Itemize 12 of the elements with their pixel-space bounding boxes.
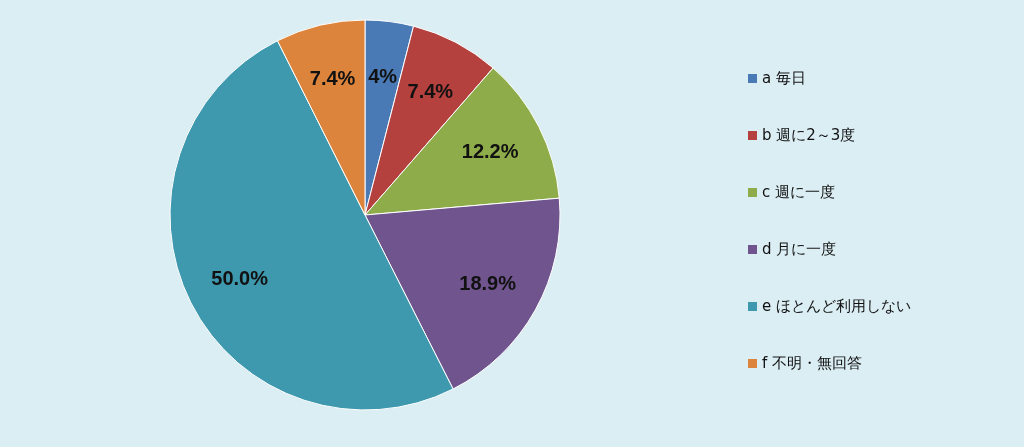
data-label: 18.9%	[459, 272, 517, 295]
legend-label: c 週に一度	[762, 183, 836, 201]
data-label: 50.0%	[211, 267, 269, 290]
data-label: 7.4%	[407, 79, 454, 102]
data-label: 12.2%	[461, 140, 519, 163]
legend-label: e ほとんど利用しない	[762, 297, 911, 315]
legend-label: d 月に一度	[762, 240, 837, 258]
legend-label: b 週に2～3度	[762, 126, 856, 144]
legend-label: a 毎日	[762, 69, 806, 87]
data-label: 7.4%	[309, 67, 356, 90]
data-label: 4%	[368, 64, 398, 87]
legend-label: f 不明・無回答	[762, 354, 863, 372]
